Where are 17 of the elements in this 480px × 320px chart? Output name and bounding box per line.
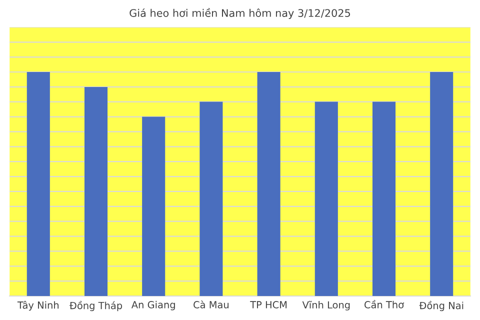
x-tick-label: Tây Ninh xyxy=(17,300,59,311)
bar xyxy=(84,87,108,296)
x-tick-label: An Giang xyxy=(131,300,175,310)
bar xyxy=(430,72,454,296)
x-tick-label: Đồng Tháp xyxy=(69,300,122,312)
bar xyxy=(200,102,223,296)
x-tick-label: Cần Thơ xyxy=(364,300,404,308)
bar xyxy=(314,102,338,296)
x-tick-label: TP HCM xyxy=(250,301,287,308)
chart-title: Giá heo hơi miền Nam hôm nay 3/12/2025 xyxy=(130,8,350,19)
bar xyxy=(26,72,50,296)
x-tick-label: Vĩnh Long xyxy=(302,300,350,310)
x-tick-label: Cà Mau xyxy=(194,300,228,308)
bar xyxy=(142,116,166,296)
bar xyxy=(372,102,396,296)
bar xyxy=(257,72,280,296)
x-tick-label: Đồng Nai xyxy=(419,300,464,312)
